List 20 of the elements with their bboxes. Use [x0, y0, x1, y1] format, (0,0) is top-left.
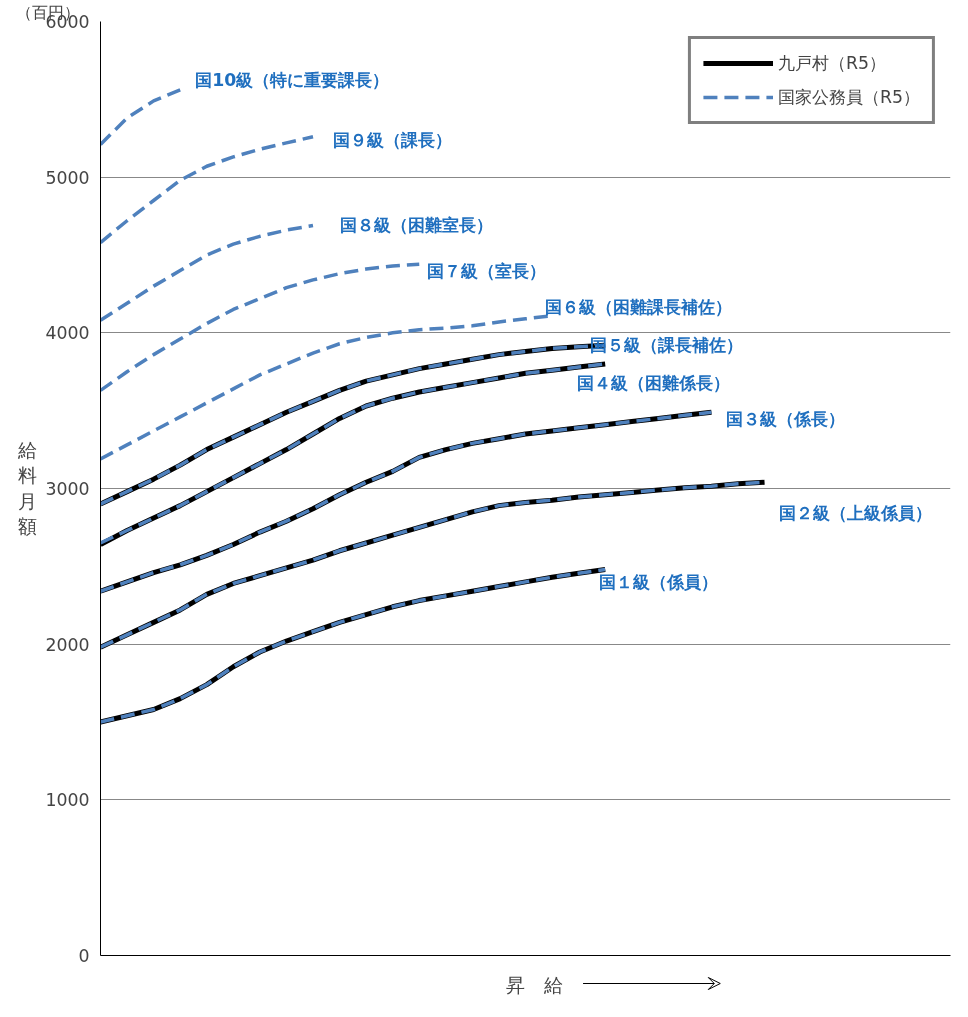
annotation: 国10級（特に重要課長）: [195, 69, 390, 90]
annotation: 国１級（係員）: [599, 572, 719, 593]
annotation: 国３級（係長）: [726, 409, 846, 430]
annotation: 国５級（課長補佐）: [590, 335, 744, 356]
y-tick-label: 3000: [45, 479, 90, 499]
y-tick-label: 5000: [45, 167, 90, 188]
y-tick-label: 1000: [45, 790, 90, 811]
annotation: 国７級（室長）: [427, 261, 547, 282]
y-tick-label: 4000: [45, 323, 90, 344]
y-tick-label: 0: [78, 946, 90, 966]
y-axis-title: 給料月額: [17, 440, 38, 537]
legend-label: 九戸村（R5）: [777, 52, 886, 75]
annotation: 国８級（困難室長）: [340, 215, 493, 236]
annotation: 国２級（上級係員）: [778, 503, 932, 524]
annotation: 国６級（困難課長補佐）: [545, 296, 733, 317]
annotation: 国９級（課長）: [333, 129, 452, 150]
x-axis-title: 昇 給: [505, 975, 563, 996]
annotation: 国４級（困難係長）: [577, 372, 731, 393]
y-tick-label: 2000: [45, 634, 90, 655]
legend-label: 国家公務員（R5）: [777, 86, 920, 109]
